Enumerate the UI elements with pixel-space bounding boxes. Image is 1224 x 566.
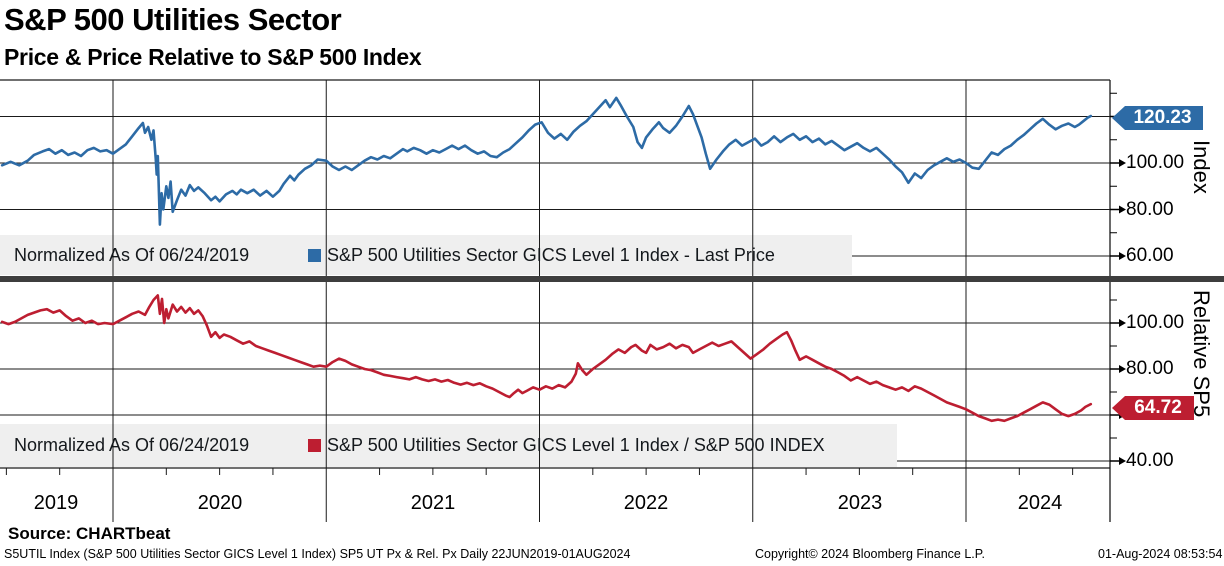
page-subtitle: Price & Price Relative to S&P 500 Index [4, 44, 422, 70]
source-label: Source: CHARTbeat [8, 524, 171, 543]
panel-separator [0, 276, 1224, 282]
footer-details: S5UTIL Index (S&P 500 Utilities Sector G… [4, 547, 631, 561]
relative-series-swatch-icon [308, 438, 321, 452]
price-series-swatch-icon [308, 248, 321, 262]
top-series-label: S&P 500 Utilities Sector GICS Level 1 In… [327, 244, 775, 265]
bottom-series-label: S&P 500 Utilities Sector GICS Level 1 In… [327, 434, 825, 455]
last-price-badge-index: 120.23 [1112, 106, 1203, 130]
top-axis-title: Index [1189, 140, 1214, 194]
bottom-chart-legend: Normalized As Of 06/24/2019 S&P 500 Util… [0, 425, 1110, 465]
page-title: S&P 500 Utilities Sector [4, 2, 342, 37]
footer-copyright: Copyright© 2024 Bloomberg Finance L.P. [755, 547, 985, 561]
last-price-badge-relative: 64.72 [1112, 396, 1194, 420]
footer-timestamp: 01-Aug-2024 08:53:54 [1098, 547, 1223, 561]
top-normalized-label: Normalized As Of 06/24/2019 [14, 244, 250, 265]
bottom-normalized-label: Normalized As Of 06/24/2019 [14, 434, 250, 455]
bottom-axis-title: Relative SP5 [1189, 290, 1214, 418]
top-chart-legend: Normalized As Of 06/24/2019 S&P 500 Util… [0, 235, 1110, 275]
